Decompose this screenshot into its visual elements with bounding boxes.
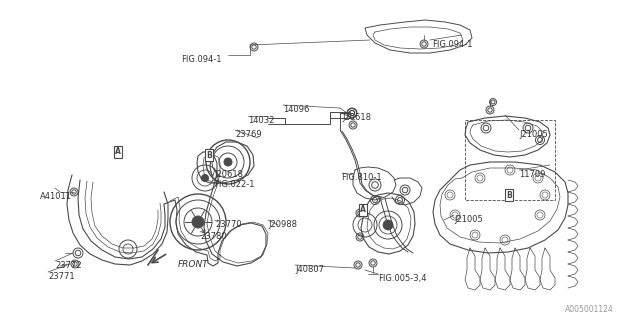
Text: FIG.022-1: FIG.022-1 xyxy=(214,180,255,189)
Text: J20618: J20618 xyxy=(342,113,371,122)
Text: FIG.094-1: FIG.094-1 xyxy=(182,55,222,64)
Text: J21005: J21005 xyxy=(454,215,483,224)
Text: FRONT: FRONT xyxy=(178,260,209,269)
Text: A41011: A41011 xyxy=(40,192,72,201)
Text: J20618: J20618 xyxy=(214,170,243,179)
Circle shape xyxy=(224,158,232,166)
Text: B: B xyxy=(206,150,212,159)
Text: J20988: J20988 xyxy=(268,220,297,229)
Text: 23771: 23771 xyxy=(48,272,75,281)
Text: 23769: 23769 xyxy=(235,130,262,139)
Text: FIG.005-3,4: FIG.005-3,4 xyxy=(378,274,426,283)
Text: 14096: 14096 xyxy=(283,105,309,114)
Text: FIG.810-1: FIG.810-1 xyxy=(341,173,381,182)
Text: J40807: J40807 xyxy=(295,265,324,274)
Text: A: A xyxy=(360,205,366,214)
Text: FIG.094-1: FIG.094-1 xyxy=(432,40,472,49)
Text: 23772: 23772 xyxy=(55,261,82,270)
Circle shape xyxy=(202,174,209,181)
Text: 23770: 23770 xyxy=(215,220,242,229)
Text: A005001124: A005001124 xyxy=(565,305,614,314)
Circle shape xyxy=(192,216,204,228)
Bar xyxy=(465,120,555,200)
Text: J21005: J21005 xyxy=(519,130,548,139)
Text: 23780: 23780 xyxy=(200,232,227,241)
Text: B: B xyxy=(506,190,512,199)
Text: 14032: 14032 xyxy=(248,116,275,125)
Text: 11709: 11709 xyxy=(519,170,545,179)
Circle shape xyxy=(383,220,393,230)
Text: A: A xyxy=(115,148,121,156)
